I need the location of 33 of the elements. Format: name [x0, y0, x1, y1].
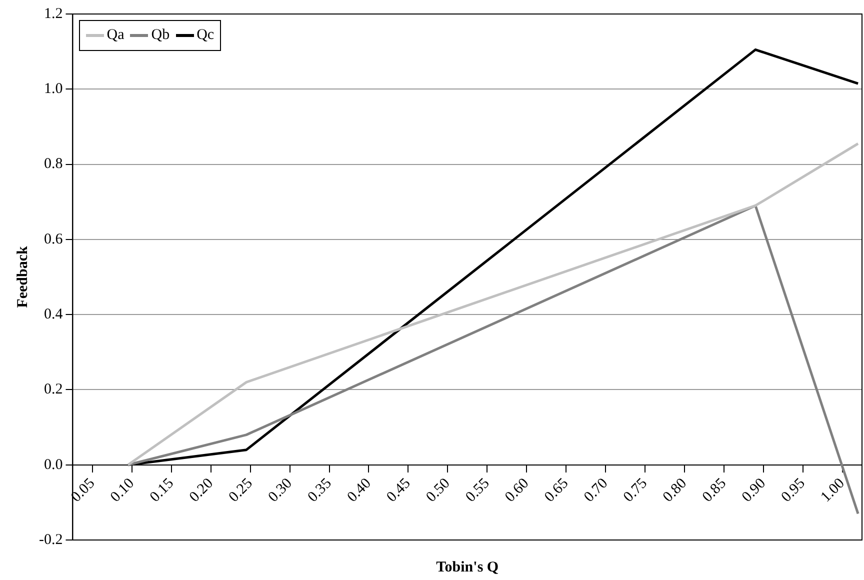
x-tick-label: 0.15	[147, 476, 178, 506]
x-tick-label: 0.50	[423, 476, 454, 506]
x-tick-label: 0.10	[108, 476, 138, 506]
x-tick-label: 0.45	[384, 476, 414, 506]
x-tick-label: 0.70	[581, 476, 612, 506]
y-axis-title: Feedback	[14, 246, 31, 308]
x-axis-title: Tobin's Q	[436, 559, 499, 576]
y-tick-label: -0.2	[38, 532, 63, 548]
x-tick-label: 1.00	[818, 476, 848, 506]
x-tick-label: 0.95	[778, 476, 808, 506]
legend-label: Qa	[106, 27, 124, 44]
y-tick-label: 0.0	[44, 456, 63, 473]
x-tick-label: 0.05	[68, 476, 98, 506]
x-tick-label: 0.30	[266, 476, 296, 506]
x-tick-label: 0.85	[700, 476, 730, 506]
x-tick-label: 0.80	[660, 476, 690, 506]
x-tick-label: 0.40	[344, 476, 374, 506]
y-tick-label: 0.4	[44, 306, 64, 323]
legend-label: Qc	[196, 27, 214, 44]
x-tick-label: 0.60	[502, 476, 532, 506]
y-tick-label: 0.6	[44, 231, 64, 248]
legend-label: Qb	[151, 27, 170, 44]
x-tick-label: 0.20	[186, 476, 216, 506]
y-tick-label: 1.0	[44, 81, 63, 98]
x-tick-label: 0.35	[304, 476, 335, 506]
x-tick-label: 0.25	[226, 476, 256, 506]
x-tick-label: 0.65	[542, 476, 572, 506]
x-tick-label: 0.55	[462, 476, 493, 506]
x-tick-label: 0.90	[739, 476, 769, 506]
x-tick-label: 0.75	[620, 476, 651, 506]
y-tick-label: 0.8	[44, 156, 63, 172]
y-tick-label: 0.2	[44, 382, 63, 398]
y-tick-label: 1.2	[44, 6, 63, 22]
